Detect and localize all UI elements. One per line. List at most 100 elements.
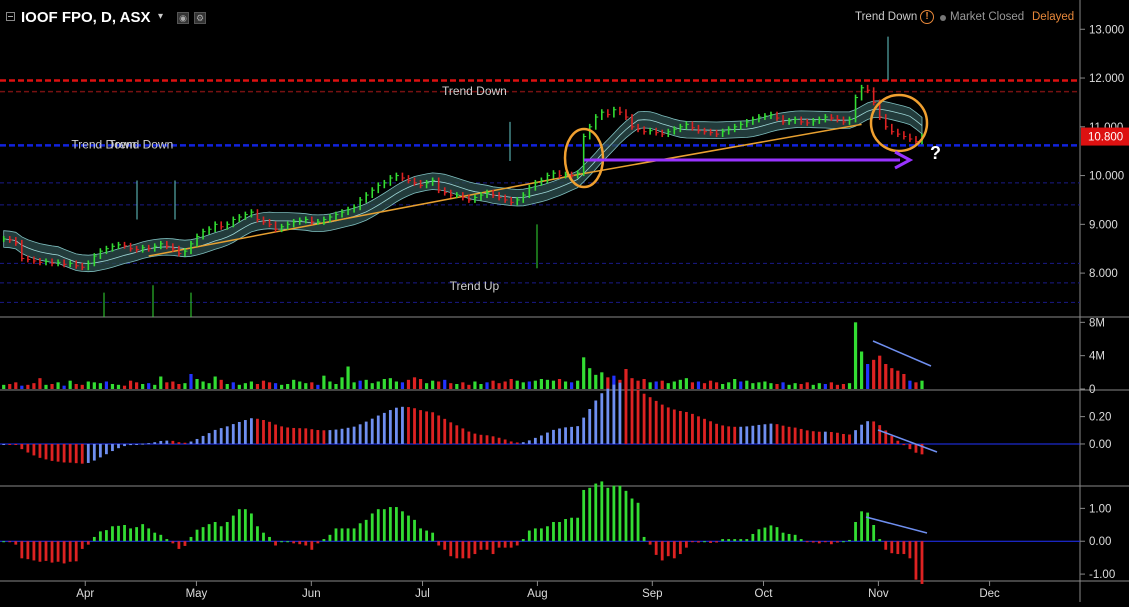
macd-bar <box>431 412 435 444</box>
symbol-title[interactable]: IOOF FPO, D, ASX <box>21 9 151 26</box>
momentum-bar <box>854 522 857 542</box>
macd-bar <box>642 393 646 444</box>
volume-bar <box>793 383 797 389</box>
volume-bar <box>56 382 60 389</box>
volume-bar <box>479 384 483 389</box>
macd-bar <box>570 426 573 444</box>
macd-bar <box>171 440 175 444</box>
volume-bar <box>92 382 96 389</box>
momentum-bar <box>425 530 429 542</box>
macd-bar <box>491 436 495 444</box>
volume-bar <box>431 380 435 389</box>
volume-bar <box>721 384 725 389</box>
momentum-bar <box>715 541 718 543</box>
volume-bar <box>38 378 42 389</box>
volume-bar <box>684 378 688 389</box>
volume-bar <box>884 364 888 389</box>
volume-bar <box>80 384 84 389</box>
macd-bar <box>715 423 718 444</box>
gear-icon[interactable]: ⚙ <box>194 12 206 24</box>
volume-bar <box>159 376 163 389</box>
volume-bar <box>823 384 827 389</box>
volume-bar <box>714 382 719 389</box>
volume-bar <box>273 383 278 389</box>
macd-bar <box>805 430 809 444</box>
macd-bar <box>624 382 628 444</box>
volume-bar <box>298 381 302 389</box>
macd-bar <box>914 443 918 453</box>
volume-bar <box>678 379 682 389</box>
volume-bar <box>642 379 646 389</box>
macd-bar <box>479 434 483 444</box>
momentum-bar <box>92 536 96 542</box>
volume-bar <box>841 384 846 389</box>
macd-bar <box>147 443 151 445</box>
momentum-bar <box>461 541 465 559</box>
volume-bar <box>473 381 477 389</box>
macd-bar <box>666 407 670 444</box>
momentum-bar <box>654 541 658 555</box>
volume-bar <box>98 383 102 389</box>
macd-bar <box>727 426 731 444</box>
momentum-bar <box>588 487 592 542</box>
macd-bar <box>86 443 90 463</box>
volume-bar <box>461 382 465 389</box>
trendline <box>148 173 578 257</box>
momentum-bar <box>80 541 84 549</box>
volume-bar <box>104 381 109 389</box>
x-tick-label: Sep <box>642 588 662 600</box>
volume-bar <box>135 382 139 389</box>
volume-bar <box>654 381 658 389</box>
alert-icon[interactable]: ! <box>920 10 934 24</box>
momentum-bar <box>799 539 803 542</box>
volume-bar <box>908 380 912 389</box>
macd-bar <box>413 408 416 444</box>
macd-bar <box>26 443 30 453</box>
macd-bar <box>123 443 126 447</box>
momentum-bar <box>775 527 779 542</box>
momentum-bar <box>842 541 845 543</box>
volume-bar <box>485 382 489 389</box>
momentum-bar <box>914 541 918 580</box>
y-tick-label: 9.000 <box>1089 219 1118 231</box>
eye-icon[interactable]: ◉ <box>177 12 189 24</box>
momentum-bar <box>50 541 54 563</box>
volume-bar <box>364 379 368 389</box>
momentum-bar <box>606 487 610 542</box>
macd-bar <box>401 406 404 444</box>
volume-bar <box>62 385 66 389</box>
delayed-label: Delayed <box>1032 11 1075 23</box>
momentum-bar <box>147 528 151 542</box>
momentum-bar <box>195 529 199 542</box>
volume-bar <box>449 383 453 389</box>
momentum-bar <box>370 513 374 542</box>
macd-bar <box>787 426 791 444</box>
momentum-bar <box>811 541 815 543</box>
volume-bar <box>14 382 18 389</box>
momentum-bar <box>739 539 743 542</box>
volume-bar <box>425 383 429 389</box>
macd-bar <box>582 417 586 444</box>
momentum-bar <box>153 532 157 542</box>
volume-bar <box>225 384 229 389</box>
volume-bar <box>751 383 755 389</box>
volume-bar <box>388 378 392 389</box>
momentum-bar <box>872 524 876 542</box>
macd-bar <box>654 400 658 444</box>
chevron-down-icon[interactable]: ▾ <box>158 11 164 22</box>
volume-bar <box>533 380 537 389</box>
macd-bar <box>684 411 688 444</box>
momentum-bar <box>618 485 622 542</box>
collapse-icon[interactable] <box>6 12 15 21</box>
volume-bar <box>267 382 272 389</box>
momentum-bar <box>763 527 767 542</box>
volume-bar <box>328 381 332 389</box>
momentum-bar <box>781 532 785 542</box>
x-tick-label: Apr <box>76 588 94 600</box>
macd-bar <box>129 443 132 446</box>
volume-bar <box>280 384 284 389</box>
macd-bar <box>56 443 60 462</box>
momentum-bar <box>268 536 271 542</box>
macd-bar <box>346 427 350 444</box>
